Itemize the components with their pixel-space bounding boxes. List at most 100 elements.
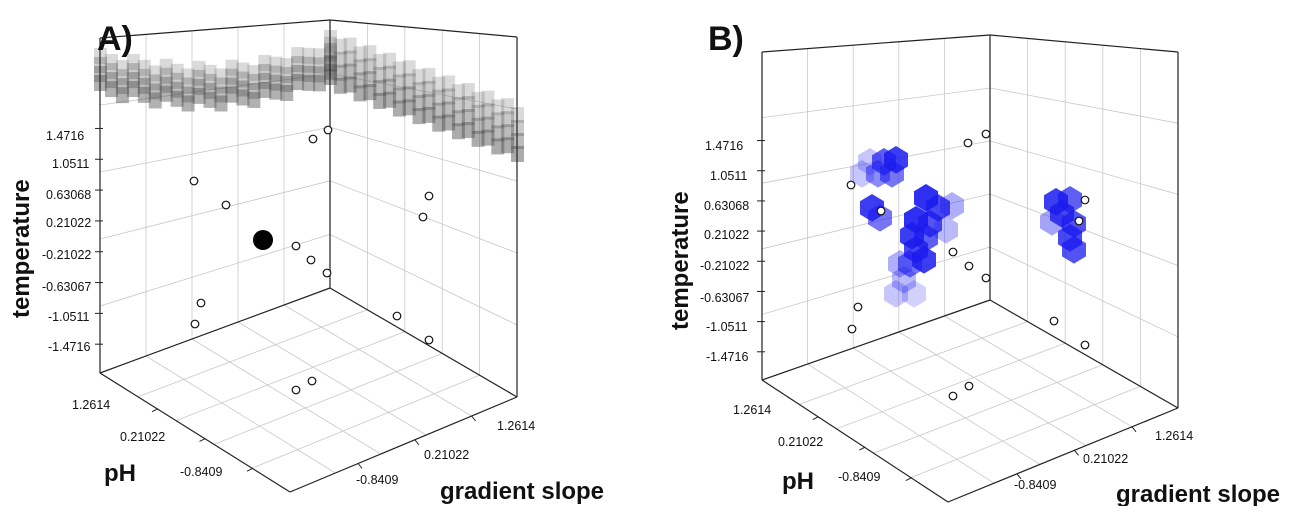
- surface-voxel: [291, 65, 305, 82]
- surface-voxel: [422, 67, 436, 84]
- grid-line: [873, 364, 1103, 454]
- panel-a: A) 1.4716 1.0511 0.63068 0.21022 -0.2102…: [8, 19, 604, 505]
- data-point: [323, 125, 333, 135]
- y-tick-mark: [414, 439, 420, 446]
- surface-voxel: [192, 78, 206, 95]
- surface-voxel: [236, 80, 250, 97]
- panel-b-points: [846, 129, 1090, 401]
- surface-voxel: [422, 93, 436, 110]
- surface-voxel: [313, 57, 327, 74]
- box-edge: [761, 34, 991, 53]
- surface-voxel: [225, 86, 239, 103]
- surface-voxel: [343, 37, 357, 54]
- data-point: [964, 261, 974, 271]
- data-point: [190, 319, 200, 329]
- grid-line: [99, 73, 331, 106]
- surface-voxel: [214, 86, 228, 103]
- panel-b-z-axis-title: temperature: [667, 191, 694, 330]
- x-tick-mark: [859, 446, 866, 451]
- surface-voxel: [269, 56, 283, 73]
- data-point: [221, 200, 231, 210]
- data-point: [948, 247, 958, 257]
- x-tick-mark: [199, 438, 206, 442]
- surface-voxel: [501, 137, 515, 154]
- surface-voxel: [104, 72, 118, 89]
- x-tick-label: -0.8409: [838, 470, 880, 484]
- data-point: [196, 298, 206, 308]
- surface-voxel: [333, 64, 347, 81]
- grid-line: [836, 342, 1066, 430]
- surface-voxel: [192, 60, 206, 77]
- surface-voxel: [461, 83, 475, 100]
- surface-voxel: [422, 106, 436, 123]
- panel-a-frame: [95, 19, 518, 493]
- surface-voxel: [442, 75, 456, 92]
- data-point: [424, 335, 434, 345]
- data-point: [291, 241, 301, 251]
- surface-voxel: [214, 77, 228, 94]
- surface-voxel: [302, 56, 316, 73]
- z-tick-label: -1.4716: [706, 350, 748, 364]
- surface-voxel: [203, 82, 217, 99]
- z-tick-label: -1.0511: [48, 310, 90, 324]
- surface-voxel: [236, 71, 250, 88]
- box-edge: [947, 407, 1179, 503]
- panel-b-surface: [850, 146, 1086, 308]
- surface-voxel: [126, 81, 140, 98]
- box-edge: [329, 19, 518, 38]
- surface-voxel: [313, 66, 327, 83]
- surface-voxel: [333, 38, 347, 55]
- surface-voxel: [302, 74, 316, 91]
- surface-voxel: [214, 95, 228, 112]
- surface-voxel: [313, 48, 327, 65]
- surface-voxel: [451, 84, 465, 101]
- z-tick-label: 1.0511: [710, 169, 747, 183]
- box-edge: [989, 34, 1179, 53]
- surface-voxel: [898, 250, 922, 278]
- surface-voxel: [247, 64, 261, 81]
- surface-voxel: [313, 75, 327, 92]
- grid-line: [251, 374, 480, 469]
- panel-a-label: A): [97, 20, 133, 58]
- surface-voxel: [383, 78, 397, 95]
- surface-voxel: [247, 82, 261, 99]
- surface-voxel: [148, 83, 162, 100]
- grid-line: [237, 321, 427, 436]
- surface-voxel: [481, 103, 495, 120]
- surface-voxel: [137, 77, 151, 94]
- surface-voxel: [422, 80, 436, 97]
- grid-line: [329, 234, 518, 326]
- y-tick-label: -0.8409: [356, 473, 398, 487]
- surface-voxel: [1040, 208, 1064, 236]
- surface-voxel: [148, 65, 162, 82]
- surface-voxel: [481, 116, 495, 133]
- surface-voxel: [192, 69, 206, 86]
- surface-voxel: [148, 92, 162, 109]
- panel-a-z-axis-title: temperature: [8, 179, 35, 318]
- surface-voxel: [884, 280, 908, 308]
- surface-voxel: [412, 69, 426, 86]
- box-edge: [989, 299, 1179, 409]
- z-tick-label: -1.0511: [706, 320, 748, 334]
- y-tick-label: 0.21022: [1083, 452, 1128, 466]
- data-point: [876, 206, 886, 216]
- grid-line: [137, 309, 368, 398]
- surface-voxel: [203, 73, 217, 90]
- z-tick-label: 0.63068: [46, 188, 91, 202]
- surface-voxel: [501, 98, 515, 115]
- surface-voxel: [269, 65, 283, 82]
- z-tick-label: 1.4716: [46, 129, 84, 143]
- z-tick-label: -0.21022: [42, 248, 91, 262]
- panel-b-grid: [761, 38, 1179, 484]
- surface-voxel: [481, 90, 495, 107]
- z-tick-label: 0.63068: [704, 199, 749, 213]
- surface-voxel: [258, 81, 272, 98]
- surface-voxel: [203, 91, 217, 108]
- surface-voxel: [159, 58, 173, 75]
- data-point: [291, 385, 301, 395]
- surface-voxel: [280, 84, 294, 101]
- surface-voxel: [432, 89, 446, 106]
- panel-b-y-axis-title: gradient slope: [1116, 481, 1280, 506]
- surface-voxel: [126, 54, 140, 71]
- surface-voxel: [402, 99, 416, 116]
